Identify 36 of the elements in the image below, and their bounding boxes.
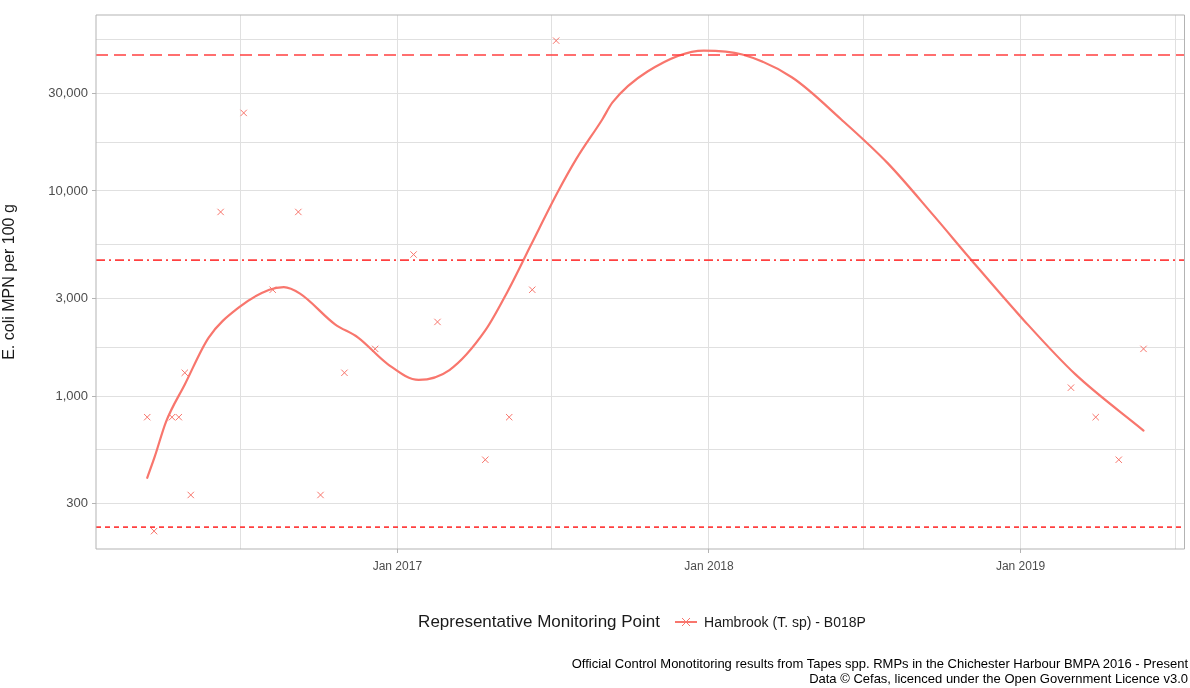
y-tick-label: 10,000	[48, 182, 88, 198]
point	[294, 208, 303, 216]
point	[168, 413, 176, 421]
point	[1115, 456, 1123, 464]
y-tick-label: 1,000	[55, 387, 88, 403]
point	[481, 456, 489, 464]
text: Data © Cefas, licenced under the Open Government Licence v3.0	[808, 671, 1188, 686]
point	[528, 286, 536, 294]
line-series	[146, 49, 1145, 479]
point	[187, 491, 195, 499]
y-tick-label: 30,000	[48, 84, 88, 100]
legend-title: Representative Monitoring Point	[418, 612, 661, 632]
point	[1139, 345, 1148, 353]
point	[143, 413, 151, 421]
legend-label: Hambrook (T. sp) - B018P	[704, 614, 866, 630]
y-axis-title: E. coli MPN per 100 g	[0, 204, 18, 360]
point	[240, 109, 248, 117]
point	[175, 413, 183, 421]
text: Official Control Monotitoring results from Tapes spp. RMPs in the Chichester Harbour BMPA 2016 - Present	[571, 656, 1188, 671]
point	[1092, 413, 1100, 421]
point	[340, 369, 349, 377]
y-tick-label: 300	[66, 495, 88, 511]
x-tick-label: Jan 2018	[684, 558, 734, 573]
x-tick-label: Jan 2017	[372, 558, 423, 573]
point	[552, 36, 560, 45]
point	[316, 491, 325, 499]
point	[433, 318, 442, 326]
y-tick-label: 3,000	[55, 289, 88, 305]
point	[505, 413, 513, 421]
point	[409, 250, 418, 259]
point	[371, 345, 379, 353]
x-tick-label: Jan 2019	[995, 558, 1046, 573]
point	[181, 369, 189, 377]
point	[150, 527, 158, 535]
point	[216, 208, 225, 216]
point	[1067, 383, 1075, 392]
